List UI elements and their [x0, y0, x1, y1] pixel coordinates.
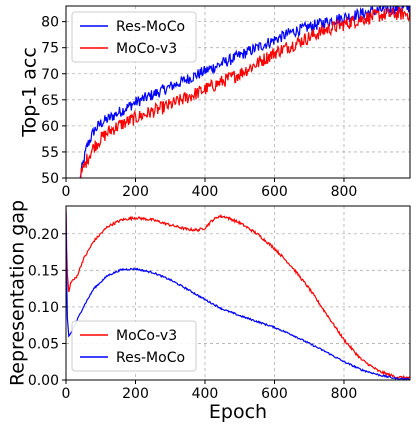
representation-gap-chart: 0 200 400 600 800 0.00 0.05 0.10 0.15 0.20 Repres…: [7, 200, 411, 423]
gap-plot-frame: [65, 205, 411, 381]
x-tick-label: 800: [331, 386, 358, 402]
gap-legend: MoCo-v3 Res-MoCo: [71, 320, 197, 372]
y-tick-label: 70: [41, 67, 59, 83]
y-tick-label: 0.15: [28, 263, 59, 279]
x-tick-label: 600: [261, 184, 288, 200]
y-tick-label: 0.20: [28, 227, 59, 243]
series-line-res-moco: [66, 210, 410, 380]
y-tick-label: 80: [41, 15, 59, 31]
accuracy-plot-frame: [65, 5, 411, 179]
accuracy-ticks: 0 200 400 600 800 50 55 60 65 70 75 80: [41, 15, 357, 200]
accuracy-y-axis-label: Top-1 acc: [19, 47, 41, 138]
y-tick-label: 50: [41, 171, 59, 187]
legend-label: MoCo-v3: [116, 328, 177, 344]
legend-label: MoCo-v3: [116, 41, 177, 57]
y-tick-label: 75: [41, 41, 59, 57]
y-tick-label: 55: [41, 145, 59, 161]
gap-y-axis-label: Representation gap: [7, 200, 29, 386]
accuracy-series-lines: [79, 6, 410, 178]
accuracy-legend: Res-MoCo MoCo-v3: [71, 11, 197, 63]
accuracy-chart: 0 200 400 600 800 50 55 60 65 70 75 80 Top-1 acc Re…: [19, 5, 411, 200]
x-tick-label: 200: [122, 386, 149, 402]
x-tick-label: 400: [192, 386, 219, 402]
series-line-moco-v3: [80, 6, 410, 178]
gap-series-lines: [66, 208, 410, 380]
legend-label: Res-MoCo: [116, 19, 185, 35]
x-tick-label: 800: [331, 184, 358, 200]
y-tick-label: 65: [41, 93, 59, 109]
gap-x-axis-label: Epoch: [209, 401, 267, 423]
x-tick-label: 0: [62, 184, 71, 200]
legend-box: [71, 320, 197, 372]
x-tick-label: 400: [192, 184, 219, 200]
series-line-moco-v3: [66, 208, 410, 380]
y-tick-label: 0.05: [28, 336, 59, 352]
x-tick-label: 0: [62, 386, 71, 402]
series-line-res-moco: [79, 6, 410, 178]
y-tick-label: 0.10: [28, 300, 59, 316]
y-tick-label: 0.00: [28, 373, 59, 389]
x-tick-label: 600: [261, 386, 288, 402]
legend-label: Res-MoCo: [116, 350, 185, 366]
legend-box: [71, 11, 197, 63]
x-tick-label: 200: [122, 184, 149, 200]
y-tick-label: 60: [41, 119, 59, 135]
gap-ticks: 0 200 400 600 800 0.00 0.05 0.10 0.15 0.20: [28, 227, 358, 402]
